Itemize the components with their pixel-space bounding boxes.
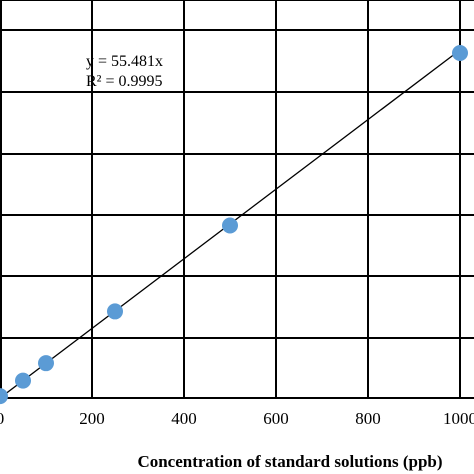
x-tick-labels: 0 200 400 600 800 1000 (0, 409, 474, 428)
data-points (0, 45, 468, 405)
x-tick-label: 200 (79, 409, 105, 428)
x-tick-label: 0 (0, 409, 4, 428)
data-point (15, 372, 31, 389)
x-tick-label: 1000 (443, 409, 474, 428)
x-axis-title: Concentration of standard solutions (ppb… (137, 452, 442, 471)
data-point (38, 355, 54, 372)
data-point (107, 303, 123, 320)
x-tick-label: 400 (171, 409, 197, 428)
x-tick-label: 800 (355, 409, 381, 428)
trendline-equation: y = 55.481x (86, 53, 163, 70)
data-point (222, 217, 238, 234)
x-tick-label: 600 (263, 409, 289, 428)
grid-lines (0, 0, 474, 399)
trendline-r-squared: R² = 0.9995 (86, 73, 163, 90)
data-point (0, 388, 8, 405)
data-point (452, 45, 468, 61)
